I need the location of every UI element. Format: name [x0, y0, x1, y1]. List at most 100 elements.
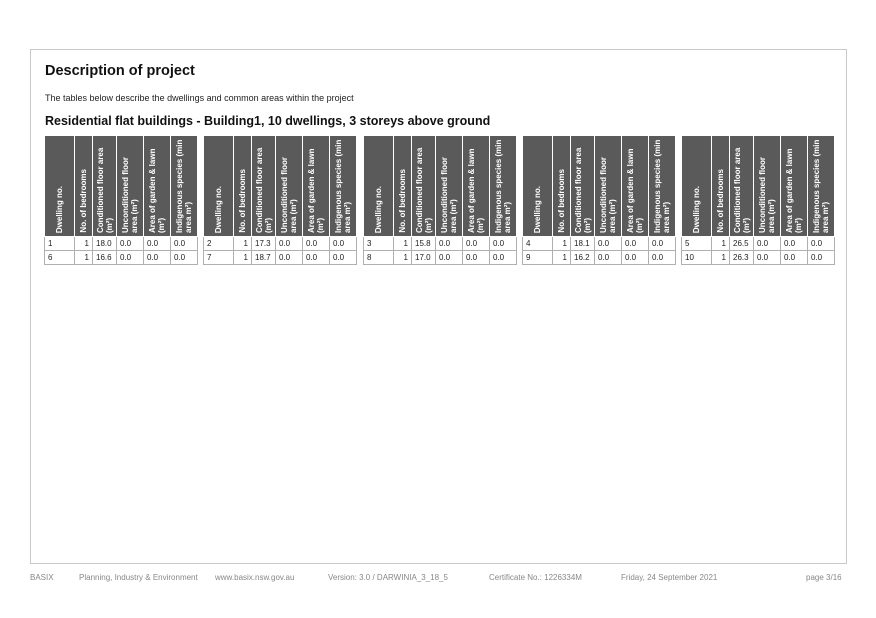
table-cell: 18.0 [92, 236, 117, 251]
table-cell: 1 [711, 250, 730, 265]
table-cell: 0.0 [170, 250, 198, 265]
column-header-label: No. of bedrooms [79, 169, 88, 233]
column-header-label: Indigenous species (min area m²) [334, 139, 352, 233]
column-header: Dwelling no. [44, 135, 75, 237]
column-header-label: Indigenous species (min area m²) [175, 139, 193, 233]
column-header-label: Dwelling no. [692, 185, 701, 233]
column-header-label: Unconditioned floor area (m²) [599, 157, 617, 233]
column-header: Indigenous species (min area m²) [489, 135, 517, 237]
column-header: Unconditioned floor area (m²) [594, 135, 622, 237]
table-cell: 26.3 [729, 250, 754, 265]
table-cell: 0.0 [302, 250, 330, 265]
column-header: Unconditioned floor area (m²) [275, 135, 303, 237]
table-cell: 0.0 [807, 236, 835, 251]
table-cell: 17.0 [411, 250, 436, 265]
column-header-label: Conditioned floor area (m²) [732, 147, 751, 233]
footer-department: Planning, Industry & Environment [79, 573, 198, 582]
column-header: Conditioned floor area (m²) [411, 135, 436, 237]
column-header-label: No. of bedrooms [238, 169, 247, 233]
table-cell: 8 [363, 250, 394, 265]
column-header-label: No. of bedrooms [716, 169, 725, 233]
column-header-label: Unconditioned floor area (m²) [121, 157, 139, 233]
table-cell: 1 [393, 250, 412, 265]
column-header: Area of garden & lawn (m²) [462, 135, 490, 237]
table-cell: 0.0 [435, 236, 463, 251]
table-row: 8 1 17.0 0.0 0.0 0.0 [363, 250, 517, 265]
table-cell: 1 [711, 236, 730, 251]
table-cell: 1 [552, 236, 571, 251]
table-header-row: Dwelling no. No. of bedrooms Conditioned f… [363, 135, 517, 237]
table-cell: 0.0 [753, 250, 781, 265]
column-header-label: Area of garden & lawn (m²) [307, 148, 325, 233]
footer-website: www.basix.nsw.gov.au [215, 573, 295, 582]
column-header: Indigenous species (min area m²) [329, 135, 357, 237]
table-cell: 15.8 [411, 236, 436, 251]
dwelling-table: Dwelling no. No. of bedrooms Conditioned f… [203, 135, 357, 265]
column-header: Conditioned floor area (m²) [570, 135, 595, 237]
column-header: Unconditioned floor area (m²) [116, 135, 144, 237]
table-cell: 1 [44, 236, 75, 251]
table-header-row: Dwelling no. No. of bedrooms Conditioned f… [681, 135, 835, 237]
column-header: No. of bedrooms [233, 135, 252, 237]
column-header: No. of bedrooms [552, 135, 571, 237]
table-cell: 0.0 [621, 250, 649, 265]
table-cell: 16.6 [92, 250, 117, 265]
table-header-row: Dwelling no. No. of bedrooms Conditioned f… [203, 135, 357, 237]
column-header: Dwelling no. [203, 135, 234, 237]
table-cell: 0.0 [594, 236, 622, 251]
column-header-label: Indigenous species (min area m²) [653, 139, 671, 233]
column-header-label: Dwelling no. [55, 185, 64, 233]
table-header-row: Dwelling no. No. of bedrooms Conditioned f… [44, 135, 198, 237]
table-row: 10 1 26.3 0.0 0.0 0.0 [681, 250, 835, 265]
column-header: Dwelling no. [681, 135, 712, 237]
table-cell: 0.0 [780, 236, 808, 251]
table-cell: 0.0 [275, 250, 303, 265]
column-header: Conditioned floor area (m²) [251, 135, 276, 237]
footer-certificate: Certificate No.: 1226334M [489, 573, 582, 582]
table-row: 4 1 18.1 0.0 0.0 0.0 [522, 236, 676, 251]
intro-text: The tables below describe the dwellings … [45, 93, 354, 103]
table-cell: 0.0 [116, 236, 144, 251]
column-header-label: Area of garden & lawn (m²) [467, 148, 485, 233]
table-cell: 0.0 [302, 236, 330, 251]
table-cell: 26.5 [729, 236, 754, 251]
table-row: 2 1 17.3 0.0 0.0 0.0 [203, 236, 357, 251]
table-cell: 0.0 [329, 250, 357, 265]
table-cell: 9 [522, 250, 553, 265]
table-cell: 0.0 [275, 236, 303, 251]
table-cell: 5 [681, 236, 712, 251]
table-cell: 0.0 [143, 250, 171, 265]
column-header: Dwelling no. [522, 135, 553, 237]
table-cell: 0.0 [170, 236, 198, 251]
column-header: Indigenous species (min area m²) [170, 135, 198, 237]
column-header-label: Conditioned floor area (m²) [573, 147, 592, 233]
table-cell: 18.7 [251, 250, 276, 265]
table-cell: 1 [74, 250, 93, 265]
table-header-row: Dwelling no. No. of bedrooms Conditioned f… [522, 135, 676, 237]
column-header-label: Unconditioned floor area (m²) [440, 157, 458, 233]
column-header: Conditioned floor area (m²) [92, 135, 117, 237]
table-cell: 2 [203, 236, 234, 251]
table-row: 7 1 18.7 0.0 0.0 0.0 [203, 250, 357, 265]
column-header-label: Area of garden & lawn (m²) [626, 148, 644, 233]
table-cell: 0.0 [435, 250, 463, 265]
column-header-label: Unconditioned floor area (m²) [758, 157, 776, 233]
table-row: 1 1 18.0 0.0 0.0 0.0 [44, 236, 198, 251]
column-header-label: Indigenous species (min area m²) [494, 139, 512, 233]
table-cell: 1 [233, 236, 252, 251]
table-row: 6 1 16.6 0.0 0.0 0.0 [44, 250, 198, 265]
column-header-label: Dwelling no. [374, 185, 383, 233]
column-header-label: Conditioned floor area (m²) [254, 147, 273, 233]
table-cell: 0.0 [462, 236, 490, 251]
table-cell: 10 [681, 250, 712, 265]
table-cell: 0.0 [329, 236, 357, 251]
column-header: Unconditioned floor area (m²) [753, 135, 781, 237]
table-cell: 0.0 [648, 236, 676, 251]
footer-page-number: page 3/16 [806, 573, 842, 582]
table-row: 5 1 26.5 0.0 0.0 0.0 [681, 236, 835, 251]
table-row: 3 1 15.8 0.0 0.0 0.0 [363, 236, 517, 251]
table-cell: 16.2 [570, 250, 595, 265]
column-header: Unconditioned floor area (m²) [435, 135, 463, 237]
table-cell: 0.0 [807, 250, 835, 265]
column-header: Indigenous species (min area m²) [648, 135, 676, 237]
